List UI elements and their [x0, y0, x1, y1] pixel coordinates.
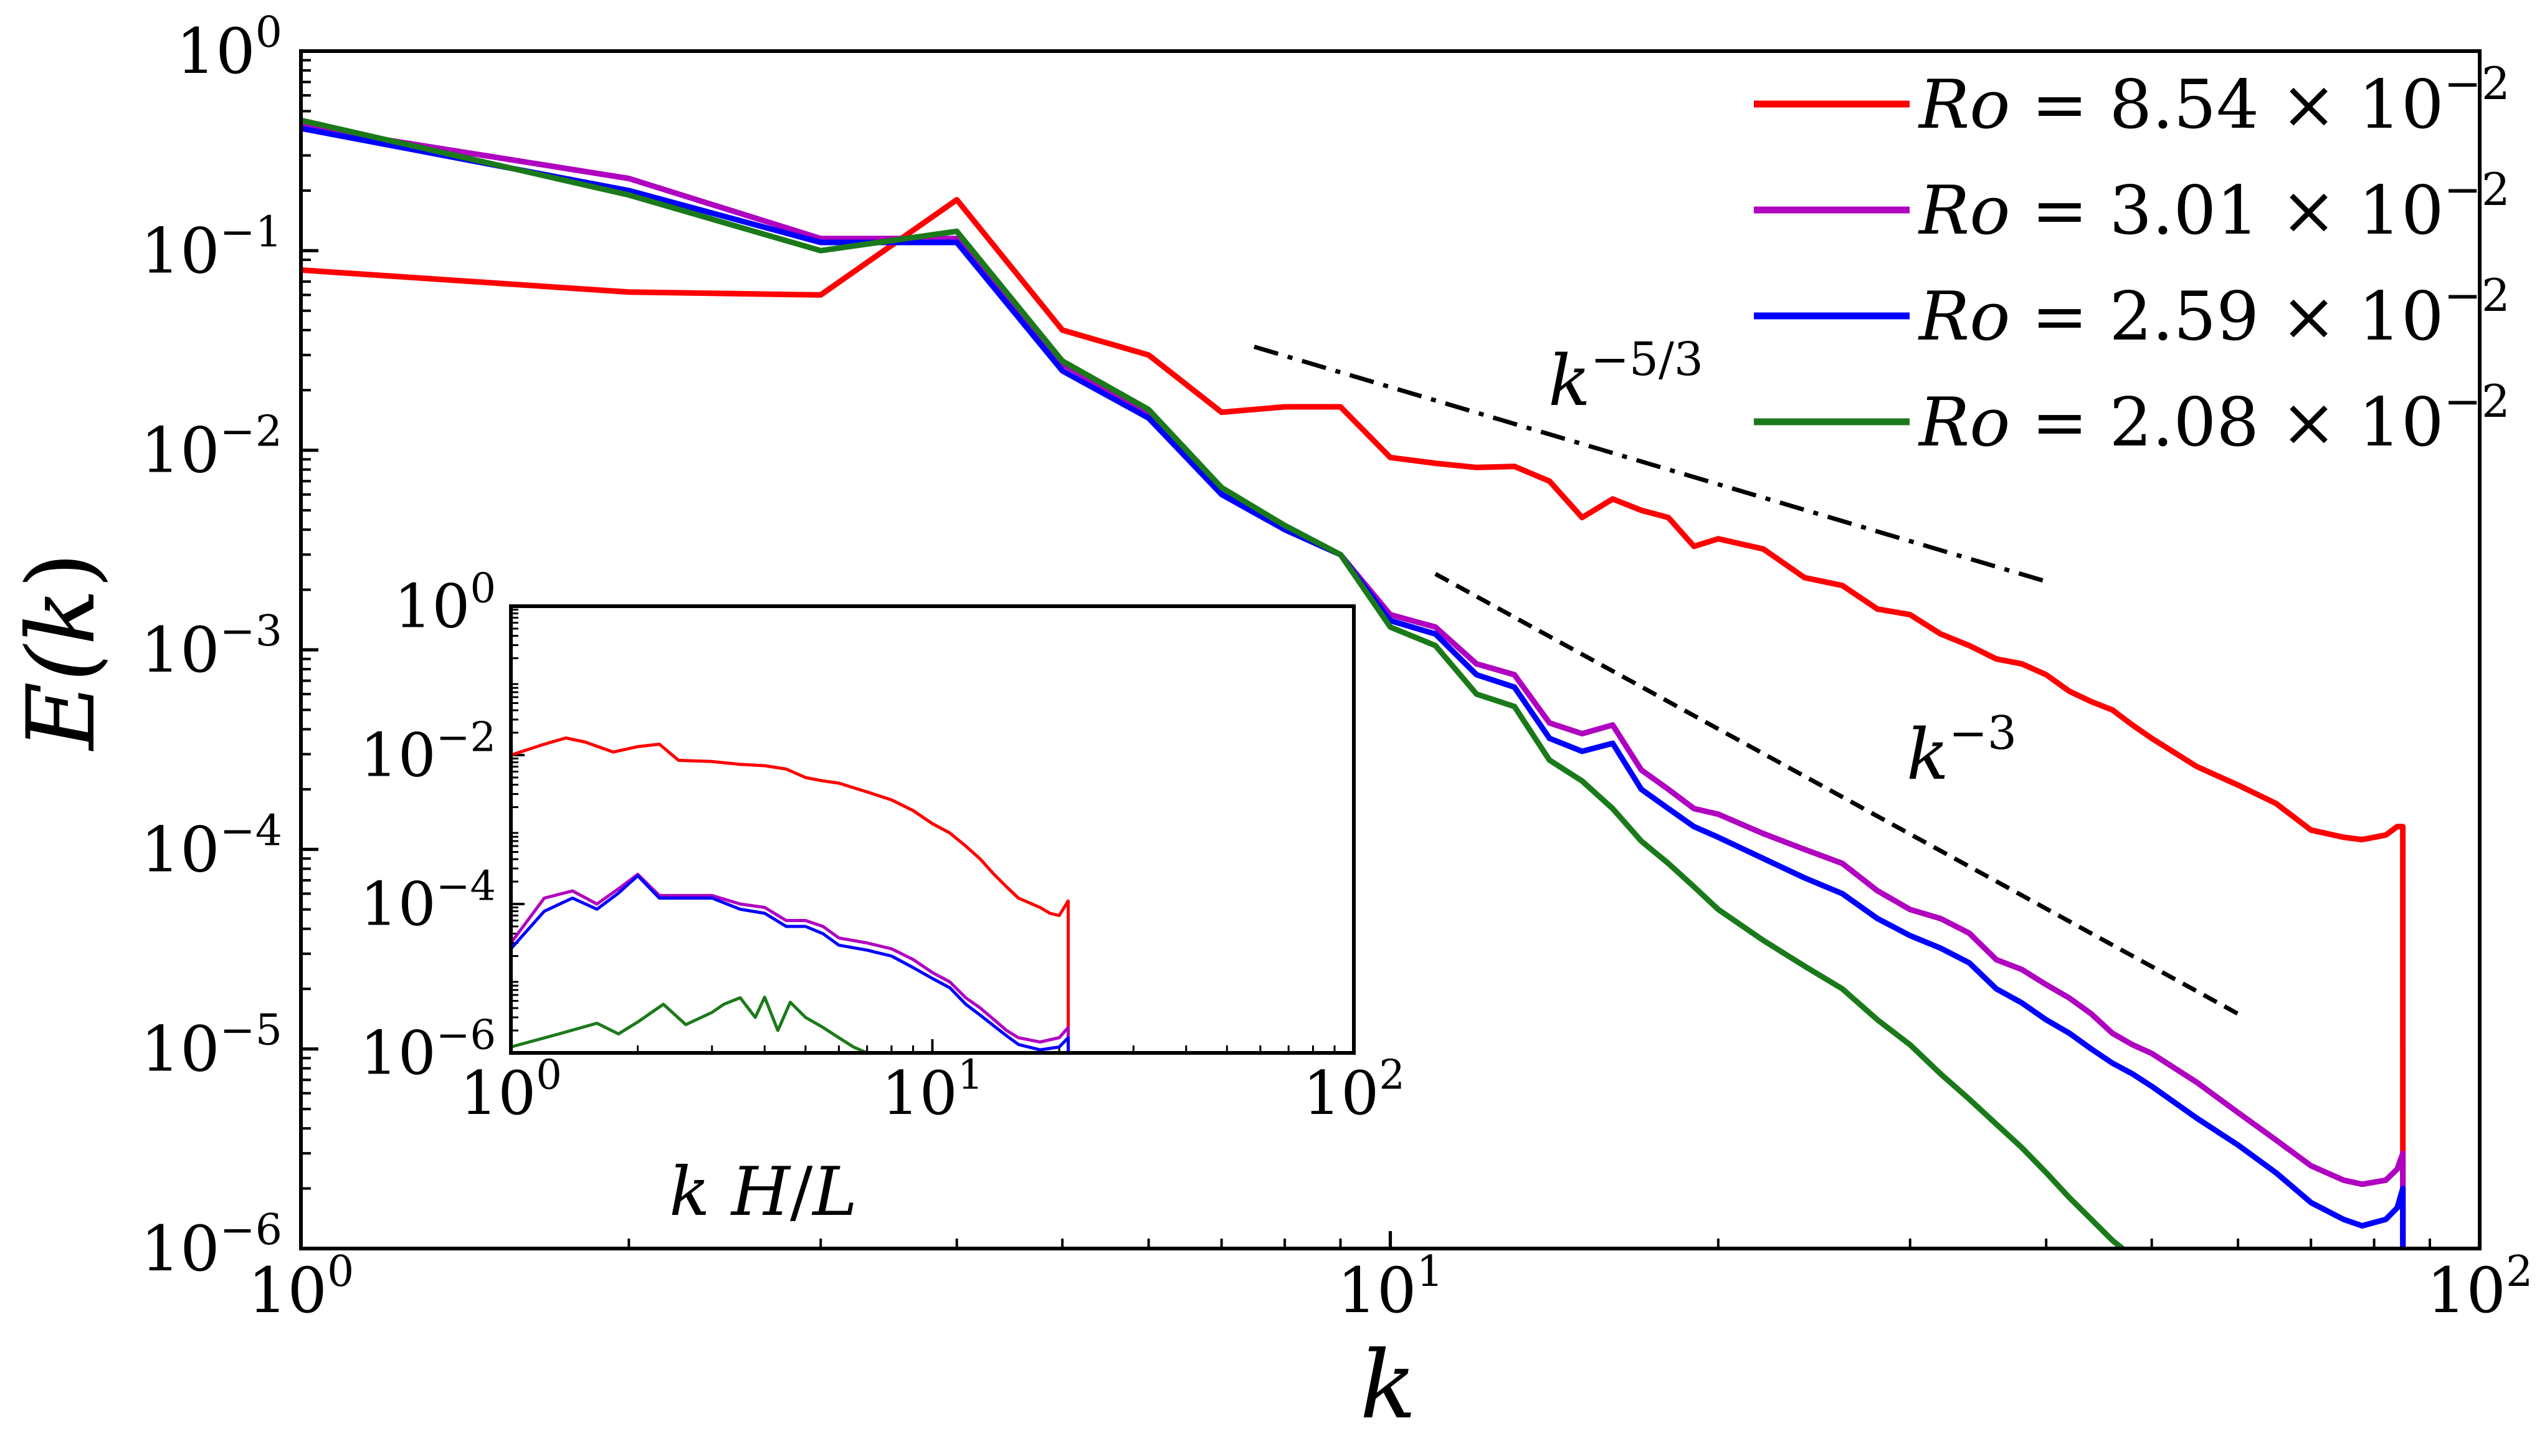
main-y-tick-label: 10−6	[141, 1206, 283, 1285]
inset-x-axis-label: k H/L	[669, 1153, 857, 1231]
main-series-line-4	[301, 117, 2125, 1249]
main-y-tick-label: 10−3	[141, 607, 283, 687]
main-y-tick-label: 10−5	[141, 1006, 283, 1086]
main-x-tick-label: 101	[1337, 1247, 1444, 1327]
main-x-tick-label: 100	[248, 1247, 355, 1327]
reference-line-label: k−3	[1906, 707, 2017, 796]
main-y-tick-label: 10−4	[141, 806, 283, 886]
inset-background	[511, 606, 1354, 1053]
reference-line-k-minus-five-thirds	[1254, 345, 2047, 584]
main-x-tick-label: 102	[2427, 1247, 2533, 1327]
main-y-tick-label: 100	[176, 8, 282, 88]
legend-label-1: Ro = 8.54 × 10−2	[1918, 57, 2510, 144]
inset-y-tick-label: 10−6	[360, 1011, 496, 1088]
inset-plot-frame	[509, 604, 1356, 1055]
inset-y-tick-label: 10−2	[360, 713, 496, 790]
inset-series-line-3	[511, 874, 1070, 1053]
inset-x-tick-label: 101	[882, 1052, 984, 1128]
inset-series-line-2	[511, 872, 1070, 1053]
main-x-axis-label: k	[1360, 1331, 1417, 1440]
main-y-tick-label: 10−2	[141, 407, 283, 487]
main-axes: 100 101 102 100 10−1 10−2 10−3 10−4 10−5 10−6	[141, 8, 2533, 1327]
inset-series-line-4	[511, 996, 868, 1053]
inset-axes: 100 101 102 100 10−2 10−4 10−6	[360, 564, 1405, 1128]
inset-y-tick-label: 100	[394, 564, 496, 641]
inset-series-line-1	[511, 736, 1070, 1053]
legend: Ro = 8.54 × 10−2 Ro = 3.01 × 10−2 Ro = 2.5…	[1754, 57, 2510, 462]
reference-line-k-minus-three	[1434, 572, 2239, 1016]
main-y-axis-label: E(k)	[7, 552, 116, 751]
legend-label-3: Ro = 2.59 × 10−2	[1918, 269, 2510, 356]
main-series-line-1	[301, 197, 2406, 1249]
legend-label-4: Ro = 2.08 × 10−2	[1918, 375, 2510, 462]
inset-x-tick-label: 102	[1303, 1052, 1405, 1128]
inset-y-tick-label: 10−4	[360, 862, 496, 939]
main-y-tick-label: 10−1	[141, 207, 283, 287]
main-plot-frame	[299, 49, 2482, 1250]
reference-line-label: k−5/3	[1548, 333, 1703, 422]
legend-label-2: Ro = 3.01 × 10−2	[1918, 163, 2510, 250]
inset-x-tick-label: 100	[460, 1052, 562, 1128]
